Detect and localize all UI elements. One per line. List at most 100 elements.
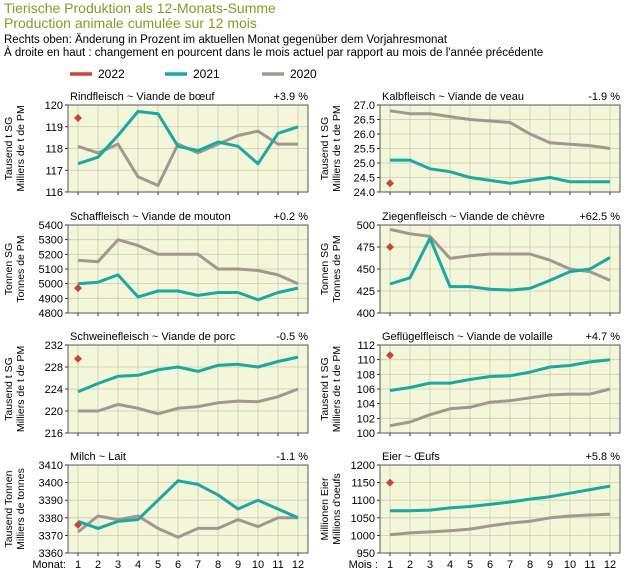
panel3-change: +0.2 % (273, 211, 308, 223)
panel8-xtick-label: 1 (387, 559, 393, 571)
panel3-ytick-label: 5300 (39, 235, 63, 247)
panel7-plot-bg (68, 465, 308, 553)
panel7-ytick-label: 3370 (39, 530, 63, 542)
panel7-xtick-label: 7 (195, 559, 201, 571)
panel7-xtick-label: 11 (272, 559, 283, 571)
panel7-xtick-label: 1 (75, 559, 81, 571)
panel6-ytick-label: 112 (357, 340, 375, 352)
panel1-ytick-label: 117 (45, 165, 63, 177)
panel4-ytick-label: 400 (357, 308, 375, 320)
panel4-change: +62.5 % (579, 211, 620, 223)
panel7-ytick-label: 3390 (39, 495, 63, 507)
panel1-ylabel: Milliers de t de PM (15, 105, 27, 191)
panel3-ylabel: Tonnen SG (3, 243, 15, 296)
note-de: Rechts oben: Änderung in Prozent im aktu… (4, 34, 448, 46)
panel4-ytick-label: 475 (357, 242, 375, 254)
note-fr: À droite en haut : changement en pourcen… (4, 47, 544, 59)
panel7-ytick-label: 3380 (39, 513, 63, 525)
panel7-frame (67, 464, 309, 554)
panel7-xtick-label: 10 (252, 559, 264, 571)
panel2-ytick-label: 26.5 (354, 115, 375, 127)
panel5-series-2021 (77, 355, 299, 394)
panel8-xaxis-label: Mois : (349, 559, 378, 571)
panel8-ytick-label: 1150 (351, 478, 375, 490)
panel7-change: -1.1 % (276, 451, 308, 463)
panel6-title: Geflügelfleisch ~ Viande de volaille (382, 331, 553, 343)
panel8-xtick-label: 10 (564, 559, 576, 571)
panel1-title: Rindfleisch ~ Viande de bœuf (70, 91, 215, 103)
panel6-point-2022 (386, 351, 394, 360)
panel8-xtick-label: 6 (487, 559, 493, 571)
legend-label-2022: 2022 (98, 67, 125, 81)
panel8-xtick-label: 3 (427, 559, 433, 571)
panel8-xtick-label: 5 (467, 559, 473, 571)
panel7-ylabel: Milliers de tonnes (15, 468, 27, 550)
panel4-series-2021 (389, 236, 611, 292)
panel8-frame (379, 464, 621, 554)
panel7-xtick-label: 3 (115, 559, 121, 571)
panel6-ylabel: Milliers de t de PM (331, 346, 343, 432)
panel8-series-2021 (390, 484, 611, 513)
legend-label-2020: 2020 (290, 67, 317, 81)
panel8-xtick-label: 9 (547, 559, 553, 571)
panel3-title: Schaffleisch ~ Viande de mouton (70, 211, 231, 223)
panel8-xtick-label: 7 (507, 559, 513, 571)
panel2-series-2020 (389, 109, 611, 150)
panel8-ylabel: Millionen Eier (319, 477, 331, 541)
panel2-ytick-label: 26.0 (354, 129, 375, 141)
panel8-ytick-label: 950 (357, 548, 375, 560)
panel4-point-2022 (386, 243, 394, 251)
panel8-xtick-label: 12 (604, 559, 616, 571)
panel6-ytick-label: 108 (357, 369, 375, 381)
panel8-series-2020 (389, 512, 611, 537)
panel1-ylabel: Tausend t SG (3, 117, 15, 181)
panel2-ytick-label: 25.5 (354, 144, 375, 156)
panel4-ylabel: Tonnen SG (319, 243, 331, 296)
panel7-xtick-label: 9 (235, 559, 241, 571)
panel8-ylabel: Millions d'oeufs (331, 473, 343, 544)
panel5-point-2022 (74, 354, 82, 363)
panel1-point-2022 (74, 114, 82, 123)
panel3-series-2021 (77, 273, 299, 302)
panel5-title: Schweinefleisch ~ Viande de porc (70, 331, 236, 343)
panel2-ylabel: Milliers de t de PM (331, 105, 343, 191)
panel7-title: Milch ~ Lait (70, 451, 126, 463)
panel2-change: -1.9 % (588, 91, 620, 103)
panel5-series-2020 (78, 387, 299, 416)
panel6-ytick-label: 100 (357, 428, 375, 440)
panel8-xtick-label: 2 (407, 559, 413, 571)
panel2-series-2021 (390, 158, 610, 185)
chart-title-fr: Production animale cumulée sur 12 mois (4, 15, 257, 31)
panel4-ytick-label: 425 (357, 286, 375, 298)
panel2-title: Kalbfleisch ~ Viande de veau (382, 91, 524, 103)
panel5-ylabel: Tausend t SG (3, 357, 15, 421)
panel7-ytick-label: 3400 (39, 478, 63, 490)
panel7-ytick-label: 3360 (39, 548, 63, 560)
panel5-ytick-label: 220 (45, 406, 63, 418)
panel5-ytick-label: 228 (45, 362, 63, 374)
panel3-series-2020 (77, 238, 299, 286)
panel8-title: Eier ~ Œufs (382, 451, 440, 463)
panel8-xtick-label: 11 (584, 559, 595, 571)
panel3-point-2022 (74, 284, 82, 293)
panel7-ytick-label: 3410 (39, 460, 63, 472)
panel4-series-2020 (389, 227, 611, 282)
panel5-ytick-label: 224 (45, 384, 63, 396)
panel2-ylabel: Tausend t SG (319, 117, 331, 181)
panel1-ytick-label: 120 (45, 100, 63, 112)
panel3-frame (67, 224, 309, 314)
panel4-ytick-label: 500 (357, 220, 375, 232)
panel2-ytick-label: 24.5 (354, 173, 375, 185)
panel5-change: -0.5 % (276, 331, 308, 343)
panel7-xtick-label: 12 (292, 559, 304, 571)
panel7-point-2022 (74, 520, 82, 529)
panel2-point-2022 (386, 179, 394, 188)
legend-label-2021: 2021 (193, 67, 220, 81)
panel6-ylabel: Tausend t SG (319, 357, 331, 421)
panel6-ytick-label: 102 (357, 413, 375, 425)
panel7-xtick-label: 2 (95, 559, 101, 571)
panel1-ytick-label: 118 (45, 144, 63, 156)
panel6-series-2020 (389, 387, 611, 428)
panel8-xtick-label: 8 (527, 559, 533, 571)
